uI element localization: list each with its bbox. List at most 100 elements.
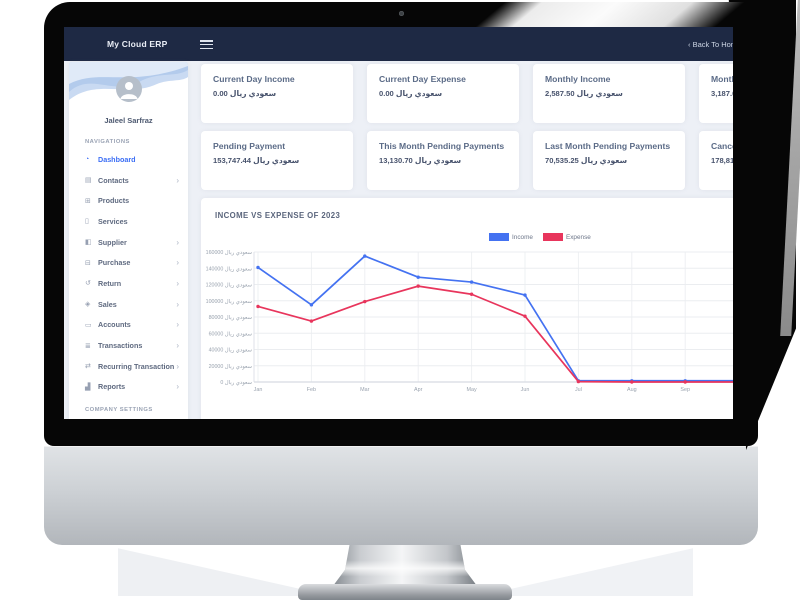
legend-item-income[interactable]: Income	[489, 233, 533, 241]
sidebar-item-sales[interactable]: ◈ Sales ›	[69, 294, 188, 315]
sales-icon: ◈	[85, 301, 91, 309]
sidebar-item-label: Return	[98, 278, 122, 288]
svg-text:May: May	[467, 387, 477, 393]
stat-card-value: 70,535.25 سعودي ريال	[545, 156, 628, 165]
svg-text:Jan: Jan	[254, 387, 263, 393]
chevron-right-icon: ›	[176, 258, 179, 268]
services-icon: ▯	[85, 218, 89, 226]
stat-card-title: Current Day Expense	[379, 74, 466, 84]
sidebar-item-accounts[interactable]: ▭ Accounts ›	[69, 315, 188, 336]
return-icon: ↺	[85, 280, 91, 288]
stat-card: Last Month Pending Payments 70,535.25 سعو…	[533, 131, 685, 190]
sidebar-item-label: Transactions	[98, 341, 143, 351]
sidebar-item-purchase[interactable]: ⊟ Purchase ›	[69, 252, 188, 273]
svg-text:Feb: Feb	[307, 387, 316, 393]
chevron-right-icon: ›	[176, 299, 179, 309]
chevron-right-icon: ›	[176, 237, 179, 247]
sidebar-item-reports[interactable]: ▟ Reports ›	[69, 377, 188, 398]
accounts-icon: ▭	[85, 321, 92, 329]
sidebar-item-products[interactable]: ⊞ Products	[69, 190, 188, 211]
legend-swatch	[489, 233, 509, 241]
sidebar-item-recurring-transaction[interactable]: ⇄ Recurring Transaction ›	[69, 356, 188, 377]
monitor-screen: My Cloud ERP ‹ Back To Home Jaleel Sarfr…	[64, 27, 733, 419]
desk-reflection-right	[478, 548, 693, 596]
nav-list: ◔ Dashboard ▤ Contacts › ⊞ Products ▯ Services ◧ S…	[69, 149, 188, 397]
supplier-icon: ◧	[85, 239, 92, 247]
recurring-icon: ⇄	[85, 363, 91, 371]
sidebar-item-label: Services	[98, 216, 128, 226]
svg-text:40000 سعودي ريال: 40000 سعودي ريال	[209, 348, 252, 354]
sidebar-item-label: Accounts	[98, 320, 131, 330]
main-content: Current Day Income 0.00 سعودي ريال Current…	[196, 61, 733, 419]
chevron-right-icon: ›	[176, 341, 179, 351]
stat-card-value: 0.00 سعودي ريال	[213, 89, 277, 98]
person-icon	[120, 82, 137, 99]
stat-card-title: Pending Payment	[213, 141, 286, 151]
chart-card: INCOME VS EXPENSE OF 2023 Income Expense …	[201, 198, 733, 419]
reports-icon: ▟	[85, 383, 91, 391]
sidebar-banner	[69, 62, 188, 112]
sidebar-item-transactions[interactable]: ≣ Transactions ›	[69, 335, 188, 356]
app-header: My Cloud ERP ‹ Back To Home	[64, 27, 733, 61]
back-to-home-link[interactable]: ‹ Back To Home	[688, 40, 733, 49]
sidebar-item-label: Dashboard	[98, 154, 136, 164]
stat-card: Monthly Income 2,587.50 سعودي ريال	[533, 64, 685, 123]
stat-card: Pending Payment 153,747.44 سعودي ريال	[201, 131, 353, 190]
avatar[interactable]	[115, 76, 142, 102]
legend-item-expense[interactable]: Expense	[542, 233, 591, 241]
svg-text:Jul: Jul	[575, 387, 582, 393]
svg-text:Sep: Sep	[680, 387, 690, 393]
legend-swatch	[542, 233, 563, 241]
stat-card: Cancelled Payments 178,815.00 سعودي ريال	[699, 131, 733, 190]
stat-card-value: 153,747.44 سعودي ريال	[213, 156, 300, 165]
svg-text:Aug: Aug	[627, 387, 637, 393]
sidebar-item-contacts[interactable]: ▤ Contacts ›	[69, 170, 188, 191]
stat-card: Current Day Income 0.00 سعودي ريال	[201, 64, 353, 123]
stat-card-title: Last Month Pending Payments	[545, 141, 671, 151]
user-name: Jaleel Sarfraz	[104, 116, 153, 125]
stat-card: This Month Pending Payments 13,130.70 سعو…	[367, 131, 519, 190]
svg-text:0 سعودي ريال: 0 سعودي ريال	[220, 380, 252, 386]
monitor-stand-neck	[330, 545, 480, 590]
svg-text:Apr: Apr	[414, 387, 423, 393]
legend-label: Income	[512, 233, 533, 241]
dashboard-icon: ◔	[85, 155, 90, 163]
svg-text:120000 سعودي ريال: 120000 سعودي ريال	[206, 283, 252, 289]
sidebar-item-services[interactable]: ▯ Services	[69, 211, 188, 232]
svg-text:60000 سعودي ريال: 60000 سعودي ريال	[209, 331, 252, 337]
sidebar-item-return[interactable]: ↺ Return ›	[69, 273, 188, 294]
stat-card-title: Monthly Expense	[711, 74, 733, 84]
purchase-icon: ⊟	[85, 259, 91, 267]
stat-card-value: 178,815.00 سعودي ريال	[711, 156, 733, 165]
sidebar-item-label: Products	[98, 196, 130, 206]
chevron-right-icon: ›	[176, 382, 179, 392]
svg-text:100000 سعودي ريال: 100000 سعودي ريال	[206, 299, 252, 305]
stat-card-title: Cancelled Payments	[711, 141, 733, 151]
stat-card-value: 0.00 سعودي ريال	[379, 89, 443, 98]
stat-card-value: 13,130.70 سعودي ريال	[379, 156, 462, 165]
chart-title: INCOME VS EXPENSE OF 2023	[215, 211, 341, 220]
chevron-right-icon: ›	[176, 361, 179, 371]
sidebar-item-dashboard[interactable]: ◔ Dashboard	[69, 149, 188, 170]
nav-heading: NAVIGATIONS	[85, 139, 130, 145]
legend-label: Expense	[565, 233, 591, 241]
chart-legend: Income Expense	[489, 233, 591, 241]
desk-reflection-left	[118, 548, 333, 596]
sidebar: Jaleel Sarfraz NAVIGATIONS ◔ Dashboard ▤ Co…	[69, 62, 188, 419]
svg-text:Jun: Jun	[521, 387, 530, 393]
stat-cards-grid: Current Day Income 0.00 سعودي ريال Current…	[196, 61, 733, 190]
svg-text:140000 سعودي ريال: 140000 سعودي ريال	[206, 266, 252, 272]
settings-heading: COMPANY SETTINGS	[85, 407, 153, 414]
svg-text:160000 سعودي ريال: 160000 سعودي ريال	[206, 250, 252, 256]
stat-card-title: This Month Pending Payments	[379, 141, 505, 151]
svg-text:Mar: Mar	[360, 387, 369, 393]
stat-card-value: 2,587.50 سعودي ريال	[545, 89, 623, 98]
chevron-right-icon: ›	[176, 175, 179, 185]
webcam-dot	[399, 11, 404, 16]
hamburger-menu-icon[interactable]	[200, 40, 213, 51]
monitor-stand-base	[298, 584, 512, 600]
sidebar-item-label: Reports	[98, 382, 126, 392]
sidebar-item-supplier[interactable]: ◧ Supplier ›	[69, 232, 188, 253]
stat-card-title: Current Day Income	[213, 74, 295, 84]
sidebar-item-label: Sales	[98, 299, 117, 309]
